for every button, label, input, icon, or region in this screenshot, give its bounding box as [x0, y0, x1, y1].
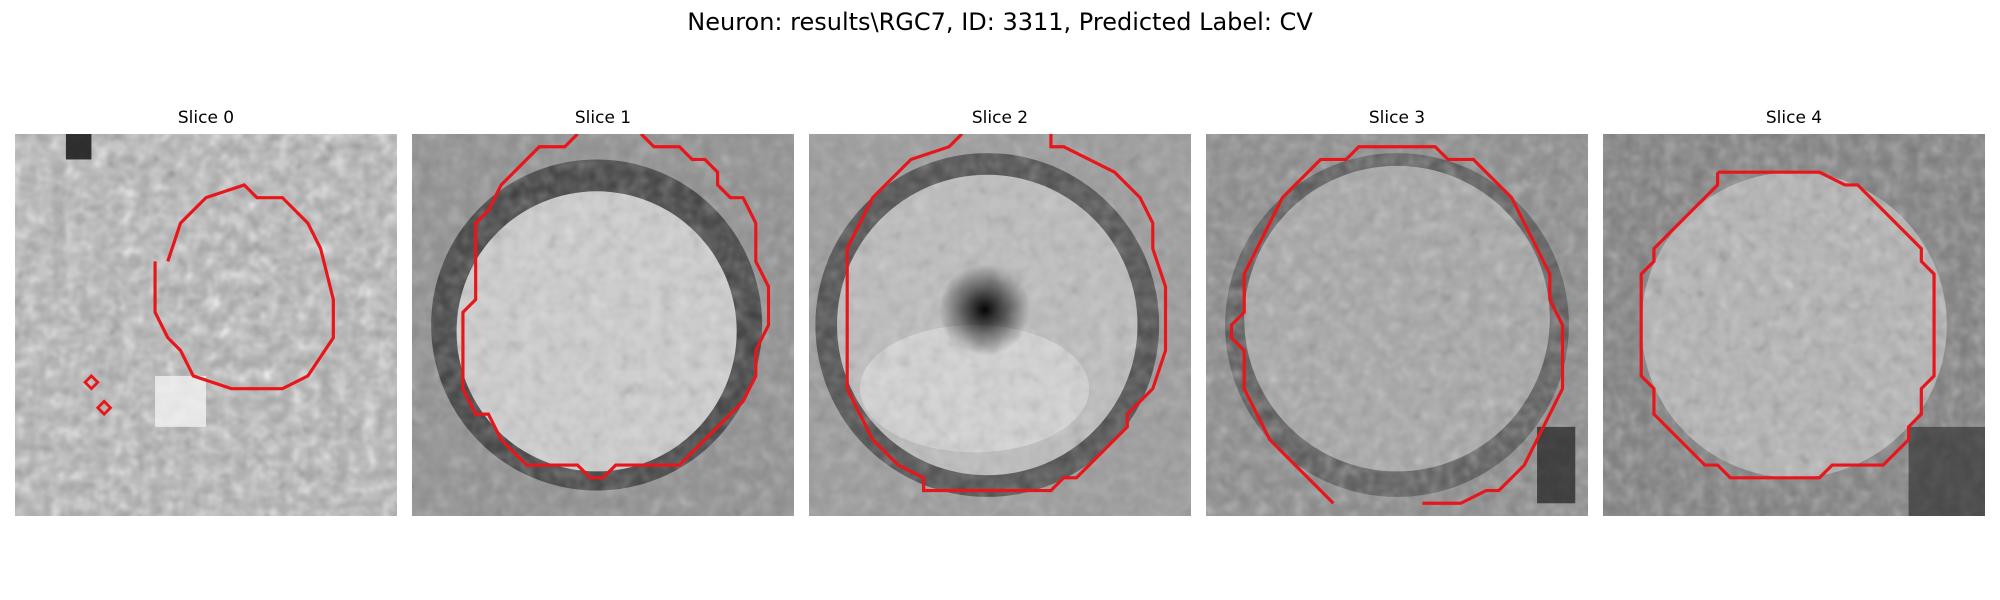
- slice-image-4: [1603, 134, 1985, 516]
- slice-panel-0: Slice 0: [11, 106, 401, 516]
- slice-title-3: Slice 3: [1368, 108, 1426, 128]
- contour-line-3: [1229, 145, 1565, 505]
- slice-title-0: Slice 0: [177, 108, 235, 128]
- figure-title: Neuron: results\RGC7, ID: 3311, Predicte…: [687, 8, 1313, 36]
- slice-image-3: [1206, 134, 1588, 516]
- contour-marker-0a: [83, 373, 100, 391]
- slice-panel-1: Slice 1: [408, 106, 798, 516]
- contour-line-1: [461, 134, 771, 480]
- contour-line-4: [1639, 170, 1936, 480]
- slice-image-0: [15, 134, 397, 516]
- slice-image-2: [809, 134, 1191, 516]
- slice-image-1: [412, 134, 794, 516]
- slice-title-1: Slice 1: [574, 108, 632, 128]
- slice-panel-3: Slice 3: [1202, 106, 1592, 516]
- slice-panel-4: Slice 4: [1599, 106, 1989, 516]
- contour-line-0: [153, 183, 335, 391]
- slice-panel-2: Slice 2: [805, 106, 1195, 516]
- slice-title-2: Slice 2: [971, 108, 1029, 128]
- slice-title-4: Slice 4: [1765, 108, 1823, 128]
- contour-marker-0b: [95, 399, 113, 417]
- contour-line-2: [845, 134, 1168, 493]
